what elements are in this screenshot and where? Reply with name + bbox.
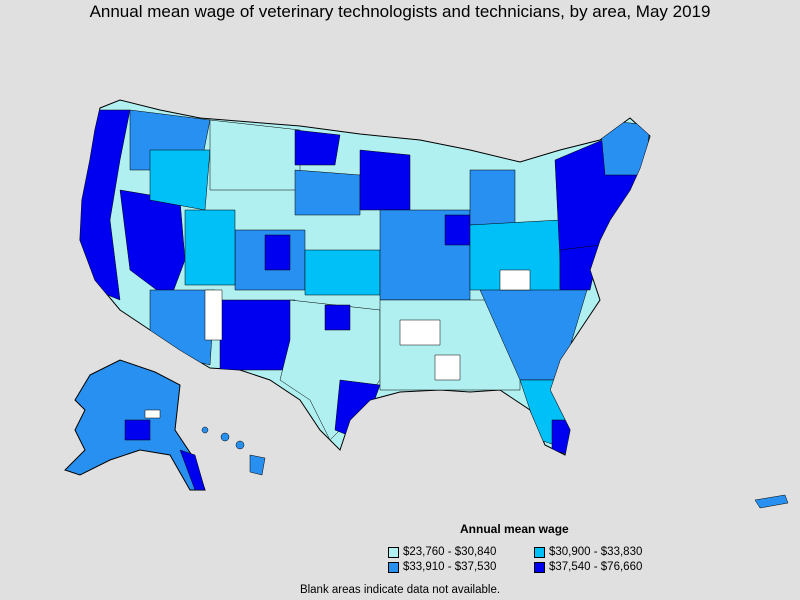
hawaii-island-3 bbox=[235, 440, 245, 450]
legend-swatch-1 bbox=[388, 546, 399, 558]
region-mid-atlantic bbox=[559, 244, 601, 291]
alaska-anchorage bbox=[124, 419, 151, 441]
region-kansas bbox=[304, 249, 381, 296]
legend-title: Annual mean wage bbox=[460, 522, 569, 536]
legend-label-2: $30,900 - $33,830 bbox=[549, 546, 643, 558]
blank-area-arkansas bbox=[399, 319, 441, 346]
alaska-blank bbox=[144, 409, 161, 419]
hawaii-big-island bbox=[249, 454, 266, 476]
region-texas-dallas bbox=[324, 304, 351, 331]
alaska bbox=[64, 359, 206, 491]
region-new-england bbox=[599, 119, 650, 176]
hawaii-island-1 bbox=[201, 426, 209, 434]
region-new-mexico bbox=[219, 299, 296, 371]
hawaii-island-2 bbox=[220, 432, 230, 442]
legend-swatch-3 bbox=[388, 561, 399, 573]
region-montana bbox=[209, 119, 301, 191]
legend-item-3: $33,910 - $37,530 bbox=[388, 561, 496, 573]
legend-label-4: $37,540 - $76,660 bbox=[549, 561, 643, 573]
alaska-southeast bbox=[179, 449, 206, 491]
legend-item-2: $30,900 - $33,830 bbox=[534, 546, 642, 558]
region-north-dakota bbox=[294, 129, 341, 166]
region-utah bbox=[184, 209, 236, 286]
map-title: Annual mean wage of veterinary technolog… bbox=[89, 2, 711, 21]
puerto-rico-island bbox=[754, 494, 789, 509]
region-chicago bbox=[444, 214, 471, 246]
legend-label-3: $33,910 - $37,530 bbox=[403, 561, 497, 573]
region-texas-houston bbox=[334, 379, 381, 441]
legend-item-4: $37,540 - $76,660 bbox=[534, 561, 642, 573]
region-denver bbox=[264, 234, 291, 271]
contiguous-us bbox=[79, 99, 651, 456]
legend-swatch-2 bbox=[534, 546, 545, 558]
legend-item-1: $23,760 - $30,840 bbox=[388, 546, 496, 558]
blank-area-kentucky bbox=[499, 269, 531, 291]
region-minnesota bbox=[359, 149, 411, 211]
blank-areas-note: Blank areas indicate data not available. bbox=[299, 584, 501, 596]
hawaii bbox=[201, 426, 266, 476]
region-south-dakota bbox=[294, 169, 361, 216]
blank-area-mississippi bbox=[434, 354, 461, 381]
legend-label-1: $23,760 - $30,840 bbox=[403, 546, 497, 558]
region-michigan bbox=[469, 169, 516, 226]
legend-swatch-4 bbox=[534, 561, 545, 573]
blank-area-nevada bbox=[204, 289, 223, 341]
puerto-rico bbox=[754, 494, 789, 509]
region-idaho bbox=[149, 149, 211, 211]
